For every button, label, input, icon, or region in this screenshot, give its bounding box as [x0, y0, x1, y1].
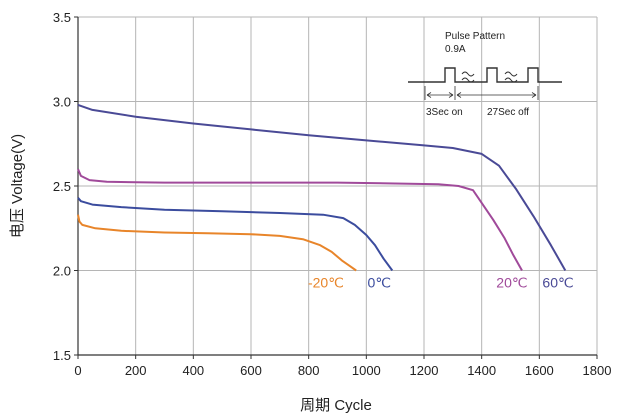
- off-duration-arrows: [456, 92, 537, 98]
- pulse-current-label: 0.9A: [445, 44, 466, 55]
- series-line: [77, 214, 357, 272]
- break-marks: [461, 71, 518, 83]
- series-label: 60℃: [542, 274, 573, 290]
- x-tick-label: 1800: [583, 363, 612, 378]
- pulse-waveform: [408, 67, 562, 83]
- pulse-pattern-title: Pulse Pattern: [445, 31, 505, 42]
- y-tick-label: 3.5: [53, 10, 71, 25]
- series-label: 0℃: [368, 274, 392, 290]
- x-tick-label: 1600: [525, 363, 554, 378]
- x-tick-label: 200: [125, 363, 147, 378]
- x-tick-label: 1200: [410, 363, 439, 378]
- on-duration-label: 3Sec on: [426, 107, 463, 118]
- x-axis-label: 周期 Cycle: [300, 397, 372, 414]
- series-labels: -20℃ 0℃ 20℃ 60℃: [308, 274, 574, 290]
- y-tick-label: 3.0: [53, 95, 71, 110]
- x-tick-label: 600: [240, 363, 262, 378]
- x-tick-label: 800: [298, 363, 320, 378]
- x-tick-label: 1400: [467, 363, 496, 378]
- x-tick-label: 400: [182, 363, 204, 378]
- y-tick-label: 2.0: [53, 264, 71, 279]
- off-duration-label: 27Sec off: [487, 107, 529, 118]
- series-line: [77, 168, 523, 271]
- series-label: 20℃: [496, 274, 527, 290]
- x-tick-label: 0: [74, 363, 81, 378]
- on-duration-arrows: [426, 92, 454, 98]
- series-line: [77, 197, 394, 272]
- series-label: -20℃: [308, 274, 344, 290]
- y-tick-label: 1.5: [53, 348, 71, 363]
- y-tick-label: 2.5: [53, 179, 71, 194]
- tick-labels: 0 200 400 600 800 1000 1200 1400 1600 1800 1.5 2.0 2…: [53, 10, 612, 378]
- series-line: [77, 103, 567, 271]
- series-lines: [77, 103, 567, 272]
- pulse-pattern-inset: Pulse Pattern 0.9A 3Sec on 27Sec off: [408, 31, 562, 118]
- axes: [74, 16, 598, 359]
- x-tick-label: 1000: [352, 363, 381, 378]
- y-axis-label: 电压 Voltage(V): [9, 134, 26, 238]
